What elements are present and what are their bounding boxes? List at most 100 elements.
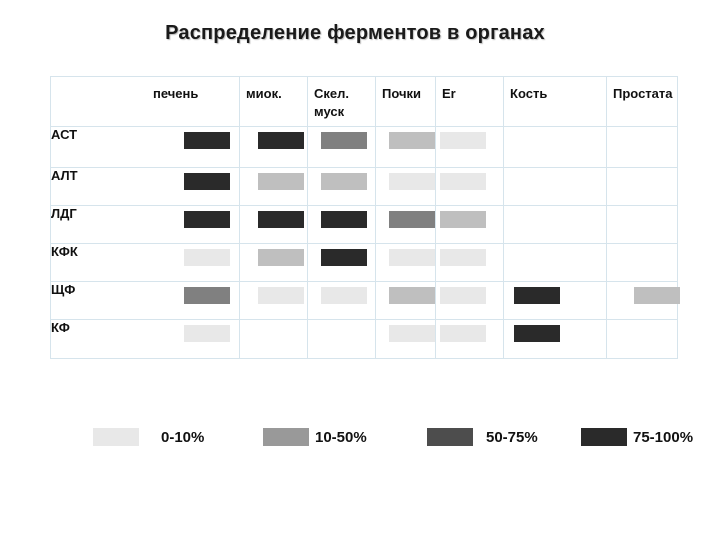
cell-er	[435, 319, 505, 359]
legend: 0-10% 10-50% 50-75% 75-100%	[0, 428, 720, 448]
level-swatch-er	[440, 132, 487, 149]
cell-kost	[503, 243, 608, 282]
table-row: КФК	[49, 243, 678, 282]
level-swatch-skel-musk	[321, 173, 368, 190]
row-label-cell: ЛДГ	[49, 205, 241, 244]
cell-er	[435, 205, 505, 244]
level-swatch-pochki	[389, 211, 436, 228]
title-text: Распределение ферментов в органах	[165, 22, 545, 44]
level-swatch-miok	[258, 132, 305, 149]
level-swatch-pechen	[184, 211, 230, 228]
col-header-pochki: Почки	[375, 76, 437, 127]
level-swatch-er	[440, 211, 487, 228]
cell-prostata	[606, 205, 678, 244]
col-header-er: Er	[435, 76, 505, 127]
row-label: АЛТ	[51, 168, 78, 183]
col-header-skel-musk: Скел. муск	[307, 76, 377, 127]
cell-kost	[503, 319, 608, 359]
cell-kost	[503, 205, 608, 244]
cell-prostata	[606, 281, 681, 320]
cell-miok	[239, 243, 309, 282]
page-title: Распределение ферментов в органах	[0, 22, 720, 45]
level-swatch-pechen	[184, 173, 230, 190]
row-label-cell: ЩФ	[49, 281, 241, 320]
table-row: ЛДГ	[49, 205, 678, 244]
cell-kost	[503, 167, 608, 206]
level-swatch-pechen	[184, 325, 230, 342]
legend-swatch-3	[581, 428, 627, 446]
row-label-cell: КФК	[49, 243, 241, 282]
cell-prostata	[606, 126, 678, 168]
row-label: ЩФ	[51, 282, 76, 297]
cell-pochki	[375, 281, 437, 320]
level-swatch-skel-musk	[321, 132, 368, 149]
row-label: КФК	[51, 244, 78, 259]
table-row: КФ	[49, 319, 678, 359]
cell-kost	[503, 126, 608, 168]
legend-swatch-1	[263, 428, 309, 446]
row-label: АСТ	[51, 127, 78, 142]
level-swatch-pechen	[184, 132, 230, 149]
col-header-miok: миок.	[239, 76, 309, 127]
cell-prostata	[606, 319, 678, 359]
cell-er	[435, 167, 505, 206]
level-swatch-pechen	[184, 287, 230, 304]
level-swatch-miok	[258, 287, 305, 304]
level-swatch-pochki	[389, 249, 436, 266]
level-swatch-pechen	[184, 249, 230, 266]
col-header-kost: Кость	[503, 76, 608, 127]
level-swatch-skel-musk	[321, 287, 368, 304]
level-swatch-er	[440, 287, 487, 304]
enzyme-table: печень миок. Скел. муск Почки Er Кость П…	[49, 76, 681, 359]
cell-skel-musk	[307, 167, 377, 206]
level-swatch-miok	[258, 249, 305, 266]
col-header-prostata: Простата	[606, 76, 678, 127]
level-swatch-pochki	[389, 287, 436, 304]
cell-prostata	[606, 243, 678, 282]
cell-er	[435, 243, 505, 282]
level-swatch-pochki	[389, 132, 436, 149]
level-swatch-skel-musk	[321, 249, 368, 266]
cell-pochki	[375, 126, 437, 168]
cell-prostata	[606, 167, 678, 206]
row-label: КФ	[51, 320, 70, 335]
table-row: ЩФ	[49, 281, 681, 320]
cell-er	[435, 126, 505, 168]
level-swatch-pochki	[389, 325, 436, 342]
cell-miok	[239, 126, 309, 168]
cell-pochki	[375, 319, 437, 359]
cell-miok	[239, 167, 309, 206]
level-swatch-pochki	[389, 173, 436, 190]
level-swatch-kost	[514, 325, 561, 342]
cell-skel-musk	[307, 281, 377, 320]
legend-label-2: 50-75%	[486, 429, 538, 446]
cell-skel-musk	[307, 126, 377, 168]
cell-miok	[239, 281, 309, 320]
table-row: АСТ	[49, 126, 678, 168]
level-swatch-prostata	[634, 287, 681, 304]
cell-skel-musk	[307, 205, 377, 244]
level-swatch-skel-musk	[321, 211, 368, 228]
level-swatch-er	[440, 249, 487, 266]
table-row: АЛТ	[49, 167, 678, 206]
level-swatch-miok	[258, 211, 305, 228]
legend-label-1: 10-50%	[315, 429, 367, 446]
legend-swatch-0	[93, 428, 139, 446]
cell-skel-musk	[307, 243, 377, 282]
row-label-cell: АЛТ	[49, 167, 241, 206]
legend-label-0: 0-10%	[161, 429, 205, 446]
cell-miok	[239, 319, 309, 359]
cell-pochki	[375, 205, 437, 244]
level-swatch-er	[440, 173, 487, 190]
col-header-pechen: печень	[49, 76, 241, 127]
level-swatch-er	[440, 325, 487, 342]
row-label-cell: КФ	[49, 319, 241, 359]
level-swatch-kost	[514, 287, 561, 304]
level-swatch-miok	[258, 173, 305, 190]
cell-er	[435, 281, 505, 320]
legend-label-3: 75-100%	[633, 429, 694, 446]
cell-miok	[239, 205, 309, 244]
cell-kost	[503, 281, 608, 320]
cell-pochki	[375, 243, 437, 282]
row-label-cell: АСТ	[49, 126, 241, 168]
